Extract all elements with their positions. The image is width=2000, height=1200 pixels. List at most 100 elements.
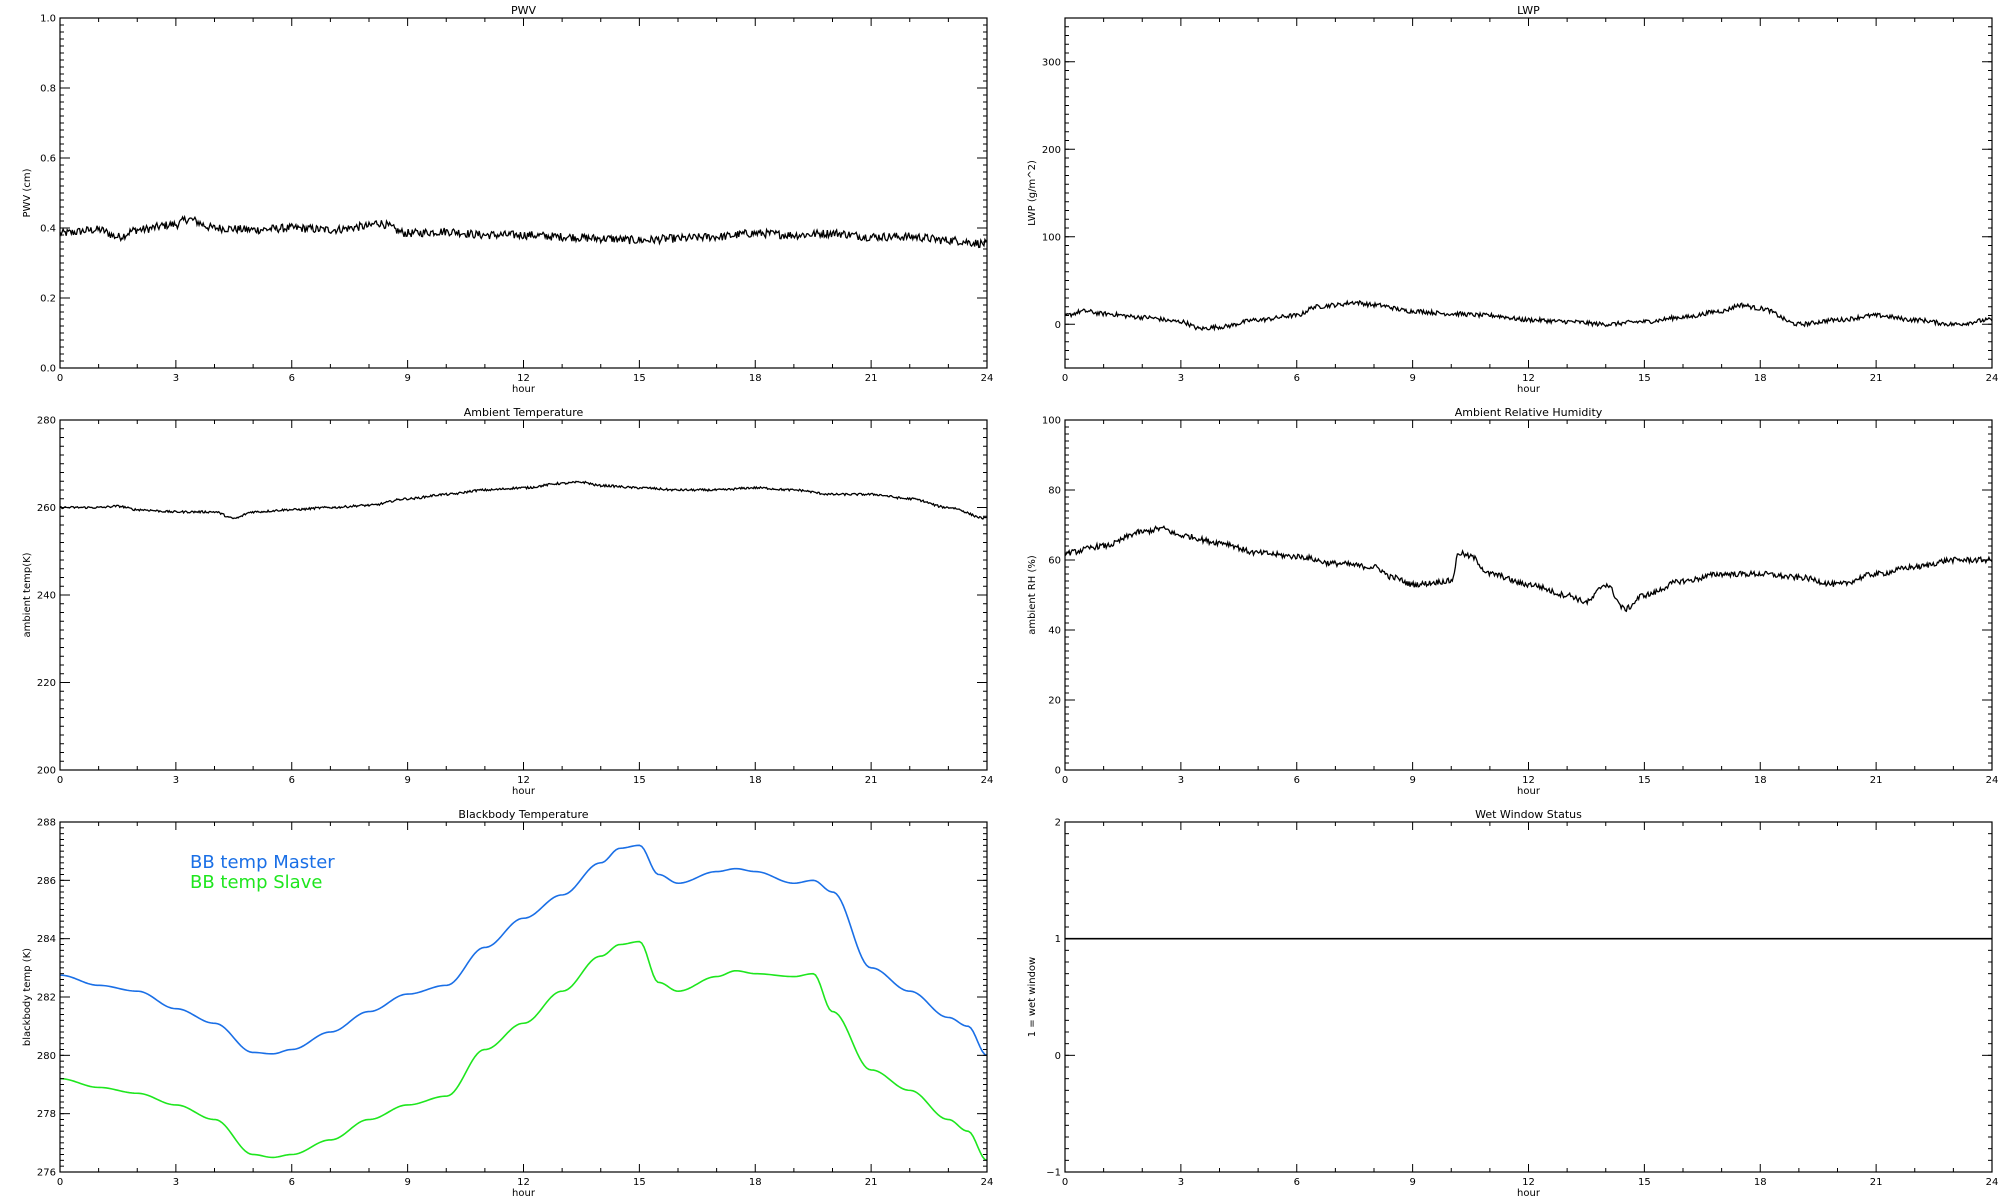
y-tick-label: 278 <box>37 1109 56 1120</box>
x-tick-label: 15 <box>1638 373 1651 384</box>
x-tick-label: 12 <box>1522 373 1535 384</box>
chart-title: Wet Window Status <box>1475 808 1582 821</box>
x-tick-label: 21 <box>865 775 878 786</box>
x-axis-label: hour <box>1517 384 1541 395</box>
y-tick-label: 300 <box>1042 57 1061 68</box>
x-tick-label: 9 <box>1409 373 1415 384</box>
series-line-1 <box>1064 299 1993 332</box>
x-tick-label: 18 <box>749 775 762 786</box>
chart-title: Ambient Temperature <box>464 406 584 419</box>
x-tick-label: 6 <box>289 775 295 786</box>
y-tick-label: 0.6 <box>40 154 56 165</box>
x-tick-label: 18 <box>1754 373 1767 384</box>
x-axis-label: hour <box>512 384 536 395</box>
x-tick-label: 15 <box>633 775 646 786</box>
x-tick-label: 3 <box>1178 373 1184 384</box>
x-tick-label: 18 <box>749 373 762 384</box>
x-tick-label: 24 <box>1986 1177 1999 1188</box>
y-tick-label: 288 <box>37 818 56 829</box>
x-tick-label: 15 <box>1638 775 1651 786</box>
chart-ambient-relative-humidity: 0 3 6 9 12 15 18 21 24 0 20 40 60 80 100 Ambient Relati… <box>1027 406 1998 797</box>
x-tick-label: 12 <box>1522 775 1535 786</box>
legend-entry-1: BB temp Master <box>190 852 335 873</box>
chart-blackbody-temperature: 0 3 6 9 12 15 18 21 24 276 278 280 282 284 286 288 Black… <box>22 808 993 1199</box>
y-tick-label: 240 <box>37 591 56 602</box>
y-tick-label: 0 <box>1055 1051 1061 1062</box>
x-tick-label: 21 <box>865 373 878 384</box>
x-tick-label: 3 <box>1178 1177 1184 1188</box>
x-tick-label: 21 <box>865 1177 878 1188</box>
y-tick-label: 0.8 <box>40 84 56 95</box>
x-tick-label: 15 <box>1638 1177 1651 1188</box>
y-tick-label: 1 <box>1055 934 1061 945</box>
x-tick-label: 3 <box>173 373 179 384</box>
y-tick-label: 100 <box>1042 232 1061 243</box>
y-axis-label: blackbody temp (K) <box>22 948 33 1046</box>
x-tick-label: 9 <box>1409 1177 1415 1188</box>
x-tick-label: 9 <box>404 1177 410 1188</box>
x-tick-label: 15 <box>633 1177 646 1188</box>
chart-title: LWP <box>1517 4 1540 17</box>
x-tick-label: 12 <box>517 775 530 786</box>
y-tick-label: 284 <box>37 934 56 945</box>
y-tick-label: 200 <box>37 766 56 777</box>
plot-frame <box>59 17 988 369</box>
y-tick-label: −1 <box>1046 1168 1061 1179</box>
y-tick-label: 260 <box>37 503 56 514</box>
y-tick-label: 0.4 <box>40 224 56 235</box>
x-tick-label: 9 <box>404 775 410 786</box>
y-tick-label: 80 <box>1048 486 1061 497</box>
x-tick-label: 3 <box>1178 775 1184 786</box>
x-tick-label: 0 <box>1062 1177 1068 1188</box>
x-tick-label: 12 <box>517 1177 530 1188</box>
x-tick-label: 0 <box>57 373 63 384</box>
y-tick-label: 220 <box>37 678 56 689</box>
x-tick-label: 15 <box>633 373 646 384</box>
y-tick-label: 280 <box>37 416 56 427</box>
x-tick-label: 0 <box>57 775 63 786</box>
y-tick-label: 1.0 <box>40 14 56 25</box>
y-tick-label: 2 <box>1055 818 1061 829</box>
x-axis-label: hour <box>1517 1188 1541 1199</box>
y-axis-label: 1 = wet window <box>1027 957 1038 1037</box>
x-tick-label: 18 <box>1754 1177 1767 1188</box>
x-tick-label: 6 <box>1294 775 1300 786</box>
series-line-2 <box>59 940 988 1162</box>
x-tick-label: 24 <box>1986 373 1999 384</box>
x-tick-label: 12 <box>1522 1177 1535 1188</box>
y-tick-label: 0.2 <box>40 294 56 305</box>
plot-frame <box>1064 419 1993 771</box>
plot-frame <box>1064 821 1993 1173</box>
x-tick-label: 3 <box>173 1177 179 1188</box>
x-axis-label: hour <box>1517 786 1541 797</box>
chart-pwv: 0 3 6 9 12 15 18 21 24 0.0 0.2 0.4 0.6 0.8 1.0 PWV hour P… <box>22 4 993 395</box>
y-tick-label: 0 <box>1055 320 1061 331</box>
x-tick-label: 24 <box>981 775 994 786</box>
y-tick-label: 0.0 <box>40 364 56 375</box>
legend-entry-2: BB temp Slave <box>190 872 322 893</box>
series-line-1 <box>1064 525 1993 613</box>
plot-frame <box>59 419 988 771</box>
x-tick-label: 21 <box>1870 1177 1883 1188</box>
y-axis-label: LWP (g/m^2) <box>1027 160 1038 226</box>
chart-title: Blackbody Temperature <box>458 808 588 821</box>
chart-lwp: 0 3 6 9 12 15 18 21 24 0 100 200 300 LWP hour LWP (g/m^… <box>1027 4 1998 395</box>
y-tick-label: 276 <box>37 1168 56 1179</box>
y-axis-label: ambient RH (%) <box>1027 555 1038 635</box>
x-tick-label: 24 <box>981 1177 994 1188</box>
chart-title: PWV <box>511 4 537 17</box>
chart-ambient-temperature: 0 3 6 9 12 15 18 21 24 200 220 240 260 280 Ambient Tem… <box>22 406 993 797</box>
y-axis-label: ambient temp(K) <box>22 552 33 637</box>
y-tick-label: 282 <box>37 993 56 1004</box>
series-line-1 <box>59 214 988 249</box>
y-tick-label: 286 <box>37 876 56 887</box>
x-tick-label: 21 <box>1870 775 1883 786</box>
x-axis-label: hour <box>512 786 536 797</box>
x-tick-label: 18 <box>1754 775 1767 786</box>
plot-frame <box>1064 17 1993 369</box>
y-tick-label: 40 <box>1048 626 1061 637</box>
x-tick-label: 0 <box>1062 775 1068 786</box>
y-tick-label: 200 <box>1042 145 1061 156</box>
y-tick-label: 60 <box>1048 556 1061 567</box>
